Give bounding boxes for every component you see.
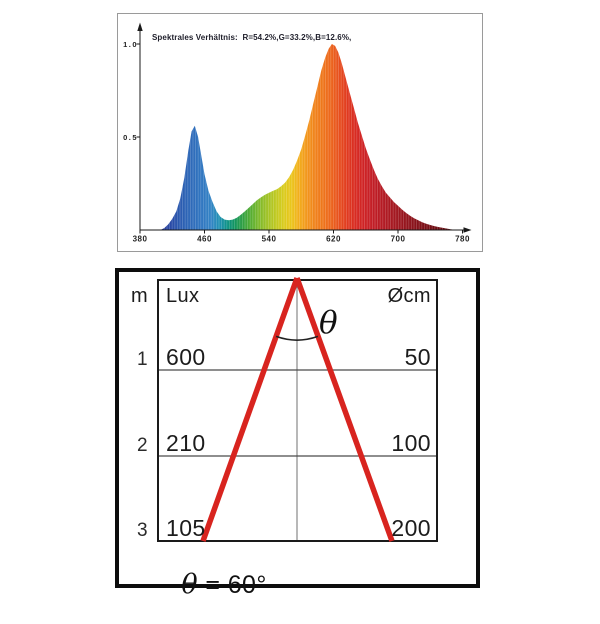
beam-angle-equation: θ = 60° — [152, 546, 267, 623]
x-tick-380: 380 — [133, 235, 148, 244]
lux-value-2m: 210 — [166, 430, 206, 456]
distance-3m-label: 3 — [137, 520, 148, 541]
x-axis — [139, 229, 466, 234]
x-tick-620: 620 — [326, 235, 341, 244]
theta-symbol: θ — [319, 305, 339, 341]
diameter-column-header: Øcm — [387, 285, 431, 307]
x-tick-540: 540 — [262, 235, 277, 244]
diameter-value-3m: 200 — [391, 515, 431, 541]
beam-left-line — [200, 277, 300, 542]
y-axis-arrow-icon — [137, 22, 143, 31]
x-axis-arrow-icon — [463, 227, 472, 233]
spectral-chart-title: Spektrales Verhältnis: R=54.2%,G=33.2%,B… — [152, 33, 352, 42]
beam-diagram-drawing — [157, 277, 438, 542]
beam-cone — [200, 277, 395, 542]
y-axis — [136, 28, 141, 230]
lux-value-3m: 105 — [166, 515, 206, 541]
lux-column-header: Lux — [166, 285, 200, 307]
beam-grid — [157, 279, 438, 542]
distance-2m-label: 2 — [137, 435, 148, 456]
angle-arc — [275, 335, 319, 341]
distance-1m-label: 1 — [137, 349, 148, 370]
beam-right-line — [294, 277, 395, 542]
x-tick-460: 460 — [197, 235, 212, 244]
spectral-chart-plot: 1.0 0.5 380 460 540 620 700 780 — [123, 22, 472, 244]
lux-value-1m: 600 — [166, 344, 206, 370]
diameter-value-2m: 100 — [391, 430, 431, 456]
diameter-value-1m: 50 — [404, 344, 431, 370]
y-tick-0.5: 0.5 — [123, 133, 138, 142]
x-tick-780: 780 — [455, 235, 470, 244]
beam-diagram-figure: m Lux Øcm 1 600 50 2 210 100 3 105 200 θ… — [115, 268, 480, 598]
spectral-chart-figure: Spektrales Verhältnis: R=54.2%,G=33.2%,B… — [117, 13, 483, 252]
theta-symbol-small: θ — [181, 569, 199, 600]
page: { "colors": { "beam_red": "#d8241f", "fr… — [115, 13, 483, 598]
beam-angle-value: = 60° — [198, 571, 267, 599]
unit-column-header: m — [131, 285, 149, 307]
x-tick-700: 700 — [391, 235, 406, 244]
y-tick-1.0: 1.0 — [123, 40, 138, 49]
spectrum-bar-texture — [160, 44, 455, 230]
